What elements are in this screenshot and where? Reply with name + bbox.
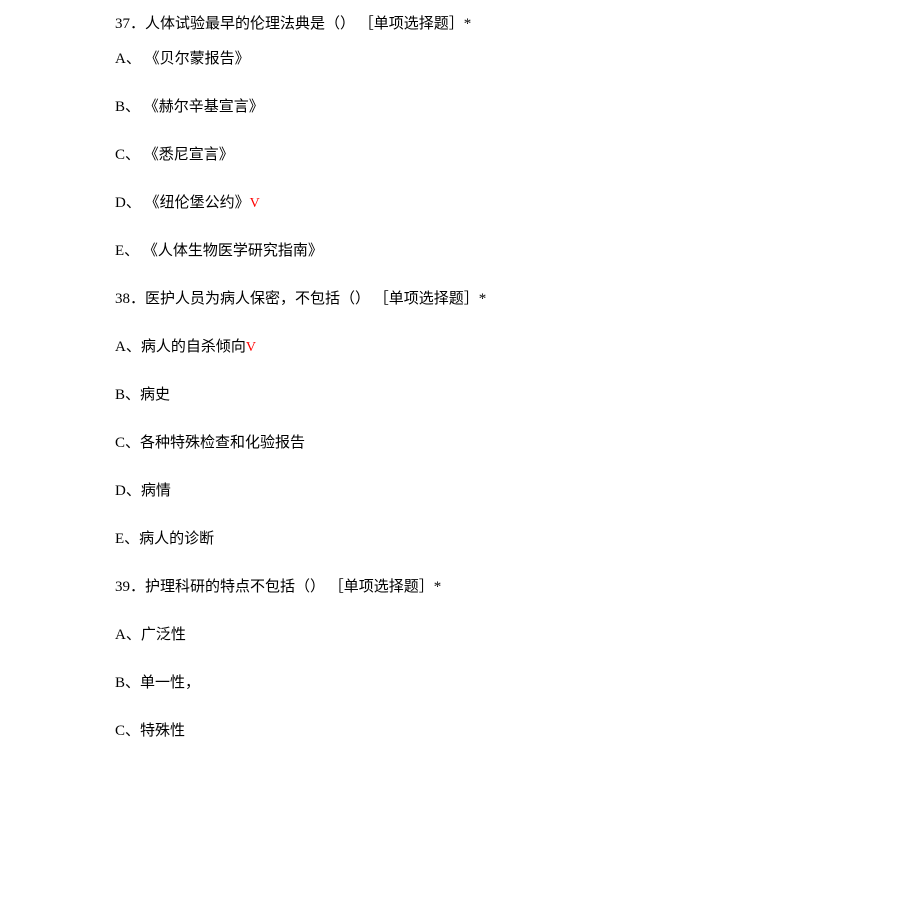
question-37-option-c: C、 《悉尼宣言》 <box>115 145 815 166</box>
correct-mark-icon: V <box>246 340 256 355</box>
question-38-option-c: C、各种特殊检查和化验报告 <box>115 433 815 454</box>
question-37-stem: 37．人体试验最早的伦理法典是（） ［单项选择题］* <box>115 14 815 35</box>
question-37-option-a: A、 《贝尔蒙报告》 <box>115 49 815 70</box>
question-38-option-b: B、病史 <box>115 385 815 406</box>
question-39-option-c: C、特殊性 <box>115 721 815 742</box>
question-37-option-b: B、 《赫尔辛基宣言》 <box>115 97 815 118</box>
question-39-option-b: B、单一性， <box>115 673 815 694</box>
question-39-stem: 39．护理科研的特点不包括（） ［单项选择题］* <box>115 577 815 598</box>
question-39-option-a: A、广泛性 <box>115 625 815 646</box>
question-38-option-a-text: A、病人的自杀倾向 <box>115 339 246 355</box>
question-37-option-d-text: D、 《纽伦堡公约》 <box>115 195 250 211</box>
question-37-option-e: E、 《人体生物医学研究指南》 <box>115 241 815 262</box>
question-38-stem: 38．医护人员为病人保密，不包括（） ［单项选择题］* <box>115 289 815 310</box>
question-38-option-d: D、病情 <box>115 481 815 502</box>
correct-mark-icon: V <box>250 196 260 211</box>
question-38-option-e: E、病人的诊断 <box>115 529 815 550</box>
question-38-option-a: A、病人的自杀倾向V <box>115 337 815 358</box>
document-page: 37．人体试验最早的伦理法典是（） ［单项选择题］* A、 《贝尔蒙报告》 B、… <box>0 0 815 742</box>
question-37-option-d: D、 《纽伦堡公约》V <box>115 193 815 214</box>
